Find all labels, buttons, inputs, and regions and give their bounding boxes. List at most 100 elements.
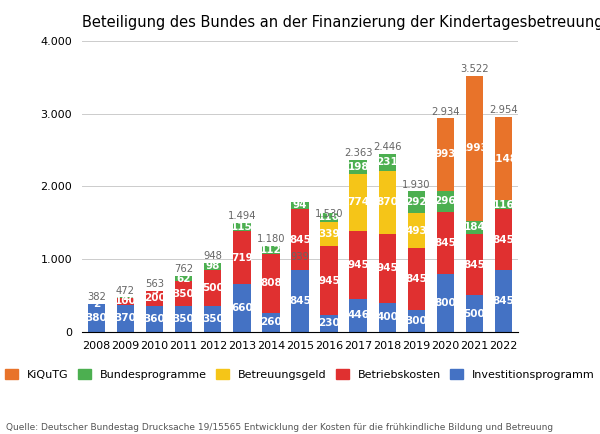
- Bar: [146, 306, 163, 332]
- Text: 296: 296: [434, 196, 456, 206]
- Text: 116: 116: [493, 200, 514, 210]
- Bar: [204, 263, 221, 270]
- Bar: [495, 270, 512, 332]
- Text: 2.954: 2.954: [489, 105, 518, 115]
- Bar: [379, 234, 396, 302]
- Bar: [117, 305, 134, 332]
- Text: Quelle: Deutscher Bundestag Drucksache 19/15565 Entwicklung der Kosten für die f: Quelle: Deutscher Bundestag Drucksache 1…: [6, 423, 553, 432]
- Text: 300: 300: [406, 316, 427, 326]
- Text: 350: 350: [173, 314, 194, 324]
- Text: 808: 808: [260, 278, 282, 289]
- Bar: [233, 223, 251, 231]
- Text: 2: 2: [93, 299, 100, 309]
- Text: 1.494: 1.494: [227, 211, 256, 221]
- Text: 1993: 1993: [460, 143, 489, 153]
- Text: 98: 98: [206, 261, 220, 271]
- Bar: [495, 117, 512, 201]
- Bar: [437, 191, 454, 212]
- Bar: [204, 270, 221, 306]
- Bar: [466, 220, 483, 234]
- Text: 184: 184: [464, 222, 485, 232]
- Text: 360: 360: [144, 314, 166, 324]
- Legend: KiQuTG, Bundesprogramme, Betreuungsgeld, Betriebskosten, Investitionsprogramm: KiQuTG, Bundesprogramme, Betreuungsgeld,…: [1, 365, 599, 384]
- Text: 230: 230: [318, 318, 340, 328]
- Text: 762: 762: [174, 264, 193, 274]
- Text: 945: 945: [347, 260, 369, 270]
- Bar: [349, 299, 367, 332]
- Text: 198: 198: [347, 162, 369, 172]
- Bar: [146, 291, 163, 306]
- Text: 945: 945: [376, 263, 398, 273]
- Bar: [466, 234, 483, 295]
- Text: 1.530: 1.530: [315, 209, 343, 219]
- Bar: [291, 270, 309, 332]
- Bar: [349, 174, 367, 230]
- Text: 231: 231: [376, 157, 398, 167]
- Text: 948: 948: [203, 251, 222, 261]
- Text: 94: 94: [293, 201, 307, 210]
- Bar: [437, 212, 454, 273]
- Bar: [407, 310, 425, 332]
- Text: Beteiligung des Bundes an der Finanzierung der Kindertagesbetreuung in Mio. Euro: Beteiligung des Bundes an der Finanzieru…: [82, 15, 600, 30]
- Bar: [437, 118, 454, 191]
- Text: 563: 563: [145, 279, 164, 289]
- Text: 3.522: 3.522: [460, 64, 489, 74]
- Text: 774: 774: [347, 197, 369, 207]
- Text: 2: 2: [122, 293, 129, 302]
- Bar: [495, 209, 512, 270]
- Bar: [407, 213, 425, 248]
- Text: 116: 116: [318, 212, 340, 222]
- Bar: [320, 222, 338, 246]
- Text: 350: 350: [173, 289, 194, 299]
- Text: 370: 370: [115, 313, 136, 323]
- Text: 260: 260: [260, 317, 282, 327]
- Text: 380: 380: [86, 313, 107, 323]
- Bar: [495, 201, 512, 209]
- Text: 112: 112: [260, 245, 282, 255]
- Bar: [320, 213, 338, 222]
- Text: 945: 945: [318, 276, 340, 286]
- Text: 1.930: 1.930: [402, 180, 431, 190]
- Text: 493: 493: [406, 226, 427, 236]
- Bar: [379, 171, 396, 234]
- Bar: [466, 295, 483, 332]
- Text: 719: 719: [231, 253, 253, 263]
- Text: 339: 339: [318, 229, 340, 239]
- Bar: [175, 276, 193, 281]
- Bar: [262, 246, 280, 254]
- Text: 2.363: 2.363: [344, 148, 373, 158]
- Text: 500: 500: [202, 283, 224, 293]
- Text: 870: 870: [376, 197, 398, 207]
- Text: 845: 845: [493, 296, 514, 306]
- Text: 845: 845: [406, 274, 427, 284]
- Bar: [349, 160, 367, 174]
- Bar: [88, 304, 105, 332]
- Text: 939: 939: [290, 252, 310, 262]
- Bar: [233, 231, 251, 284]
- Text: 400: 400: [376, 312, 398, 322]
- Text: 2.446: 2.446: [373, 142, 401, 152]
- Text: 845: 845: [464, 260, 485, 270]
- Bar: [349, 230, 367, 299]
- Text: 115: 115: [231, 222, 253, 232]
- Text: 500: 500: [464, 309, 485, 319]
- Bar: [407, 248, 425, 310]
- Text: 2.934: 2.934: [431, 107, 460, 117]
- Text: 660: 660: [231, 302, 253, 312]
- Text: 845: 845: [289, 234, 311, 244]
- Text: 200: 200: [144, 293, 166, 303]
- Bar: [175, 281, 193, 306]
- Bar: [320, 246, 338, 315]
- Bar: [437, 273, 454, 332]
- Text: 382: 382: [87, 292, 106, 302]
- Bar: [117, 298, 134, 305]
- Text: 350: 350: [202, 314, 224, 324]
- Text: 3: 3: [151, 286, 158, 296]
- Text: 446: 446: [347, 310, 369, 320]
- Bar: [204, 306, 221, 332]
- Text: 993: 993: [434, 149, 456, 159]
- Text: 845: 845: [434, 238, 457, 248]
- Text: 292: 292: [406, 197, 427, 207]
- Bar: [233, 284, 251, 332]
- Text: 100: 100: [115, 296, 136, 306]
